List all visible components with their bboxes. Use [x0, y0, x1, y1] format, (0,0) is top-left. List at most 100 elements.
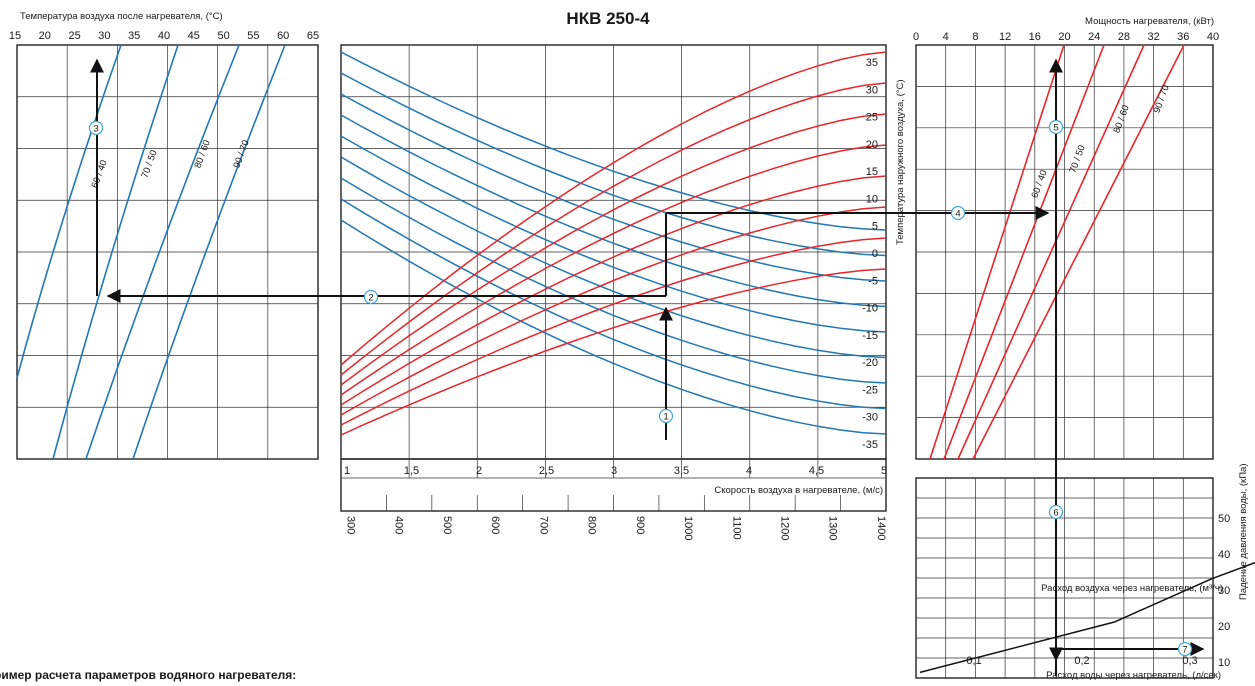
air-flow-tick: 1000	[682, 516, 694, 540]
red-curve	[340, 82, 887, 376]
outside-temp-tick: -35	[862, 439, 878, 451]
marker-number: 7	[1182, 645, 1187, 656]
outlet-temp-tick: 45	[188, 30, 200, 42]
blue-curve	[340, 51, 887, 231]
outlet-temp-tick: 55	[247, 30, 259, 42]
outlet-temp-tick: 50	[217, 30, 229, 42]
outside-temp-tick: -20	[862, 357, 878, 369]
velocity-tick: 2,5	[539, 465, 554, 477]
air-flow-tick: 800	[586, 516, 598, 534]
power-tick: 28	[1118, 31, 1130, 43]
velocity-axis-title: Скорость воздуха в нагревателе, (м/с)	[714, 485, 883, 496]
power-series-label: 70 / 50	[1068, 144, 1088, 175]
power-axis-title: Мощность нагревателя, (кВт)	[1085, 16, 1214, 27]
marker-circle	[950, 205, 966, 221]
air-flow-tick: 1300	[827, 516, 839, 540]
power-tick: 16	[1029, 31, 1041, 43]
red-curve	[340, 268, 887, 436]
outside-temp-tick: 25	[866, 112, 878, 124]
velocity-tick: 4	[746, 465, 752, 477]
blue-curve	[340, 198, 887, 410]
pressure-tick: 40	[1218, 549, 1230, 561]
pressure-tick: 50	[1218, 513, 1230, 525]
outlet-temp-tick: 65	[307, 30, 319, 42]
power-tick: 40	[1207, 31, 1219, 43]
chart-title: НКВ 250-4	[566, 9, 650, 28]
power-tick: 32	[1147, 31, 1159, 43]
outside-temp-tick: 15	[866, 166, 878, 178]
red-curve	[340, 144, 887, 396]
outlet-temp-tick: 30	[98, 30, 110, 42]
marker-number: 1	[663, 412, 668, 423]
power-tick: 12	[999, 31, 1011, 43]
velocity-tick: 2	[476, 465, 482, 477]
outside-temp-tick: 5	[872, 221, 878, 233]
outside-temp-tick: -5	[868, 275, 878, 287]
velocity-tick: 1,5	[404, 465, 419, 477]
water-flow-tick: 0,2	[1074, 655, 1089, 667]
pressure-tick: 20	[1218, 621, 1230, 633]
outlet-temp-tick: 35	[128, 30, 140, 42]
air-flow-tick: 1100	[730, 516, 742, 540]
outside-temp-tick: -25	[862, 384, 878, 396]
velocity-tick: 4,5	[809, 465, 824, 477]
air-flow-tick: 1400	[875, 516, 887, 540]
blue-curve	[340, 156, 887, 359]
red-curve	[340, 175, 887, 406]
marker-circle	[88, 120, 104, 136]
blue-curve	[340, 177, 887, 384]
pressure-drop-axis-title: Падение давления воды, (кПа)	[1238, 464, 1249, 601]
outside-temp-tick: 35	[866, 57, 878, 69]
outside-temp-tick: -15	[862, 330, 878, 342]
velocity-tick: 3,5	[674, 465, 689, 477]
water-flow-tick: 0,1	[966, 655, 981, 667]
power-tick: 36	[1177, 31, 1189, 43]
power-series-label: 90 / 70	[1152, 84, 1172, 115]
pressure-tick: 10	[1218, 657, 1230, 669]
velocity-tick: 1	[344, 465, 350, 477]
marker-circle	[1177, 641, 1193, 657]
red-curve	[340, 237, 887, 426]
air-flow-tick: 1200	[778, 516, 790, 540]
blue-curve	[340, 93, 887, 282]
outlet-temp-line	[132, 44, 286, 460]
example-markers: 1 2 3 4 5 6 7	[88, 119, 1193, 657]
power-line	[929, 44, 1065, 460]
red-curve	[340, 51, 887, 366]
outlet-temp-tick: 15	[9, 30, 21, 42]
outlet-temp-tick: 40	[158, 30, 170, 42]
outlet-temp-axis-title: Температура воздуха после нагревателя, (…	[20, 11, 223, 22]
blue-curve	[340, 219, 887, 435]
power-line	[943, 44, 1105, 460]
outside-temp-tick: 30	[866, 84, 878, 96]
water-flow-axis-title: Расход воды через нагреватель, (л/сек)	[1046, 670, 1221, 681]
pressure-tick: 30	[1218, 585, 1230, 597]
marker-number: 5	[1053, 123, 1058, 134]
power-tick: 24	[1088, 31, 1100, 43]
blue-curve	[340, 114, 887, 308]
marker-number: 3	[93, 124, 98, 135]
marker-circle	[363, 289, 379, 305]
power-tick: 0	[913, 31, 919, 43]
outlet-temp-series-label: 60 / 40	[90, 159, 110, 190]
pressure-drop-curve	[919, 561, 1255, 674]
outside-temp-tick: 20	[866, 139, 878, 151]
outlet-temp-line	[52, 44, 179, 460]
blue-curve	[340, 72, 887, 257]
outside-temp-tick: -30	[862, 412, 878, 424]
outside-temp-tick: 0	[872, 248, 878, 260]
power-tick: 8	[972, 31, 978, 43]
air-flow-tick: 300	[344, 516, 356, 534]
tick-labels: 15 20 25 30 35 40 45 50 55 60 65 0 4 8 12 16 20 24 28 32 36 4…	[9, 30, 1230, 669]
outlet-temp-line	[16, 44, 122, 379]
power-line	[957, 44, 1145, 460]
outlet-temp-series-label: 90 / 70	[232, 139, 252, 170]
air-flow-axis-title: Расход воздуха через нагреватель, (м³/ч)	[1041, 583, 1223, 594]
air-flow-tick: 900	[634, 516, 646, 534]
marker-circle	[658, 408, 674, 424]
example-route	[90, 58, 1205, 676]
outlet-temp-tick: 20	[39, 30, 51, 42]
marker-number: 2	[368, 293, 373, 304]
red-curve	[340, 206, 887, 416]
